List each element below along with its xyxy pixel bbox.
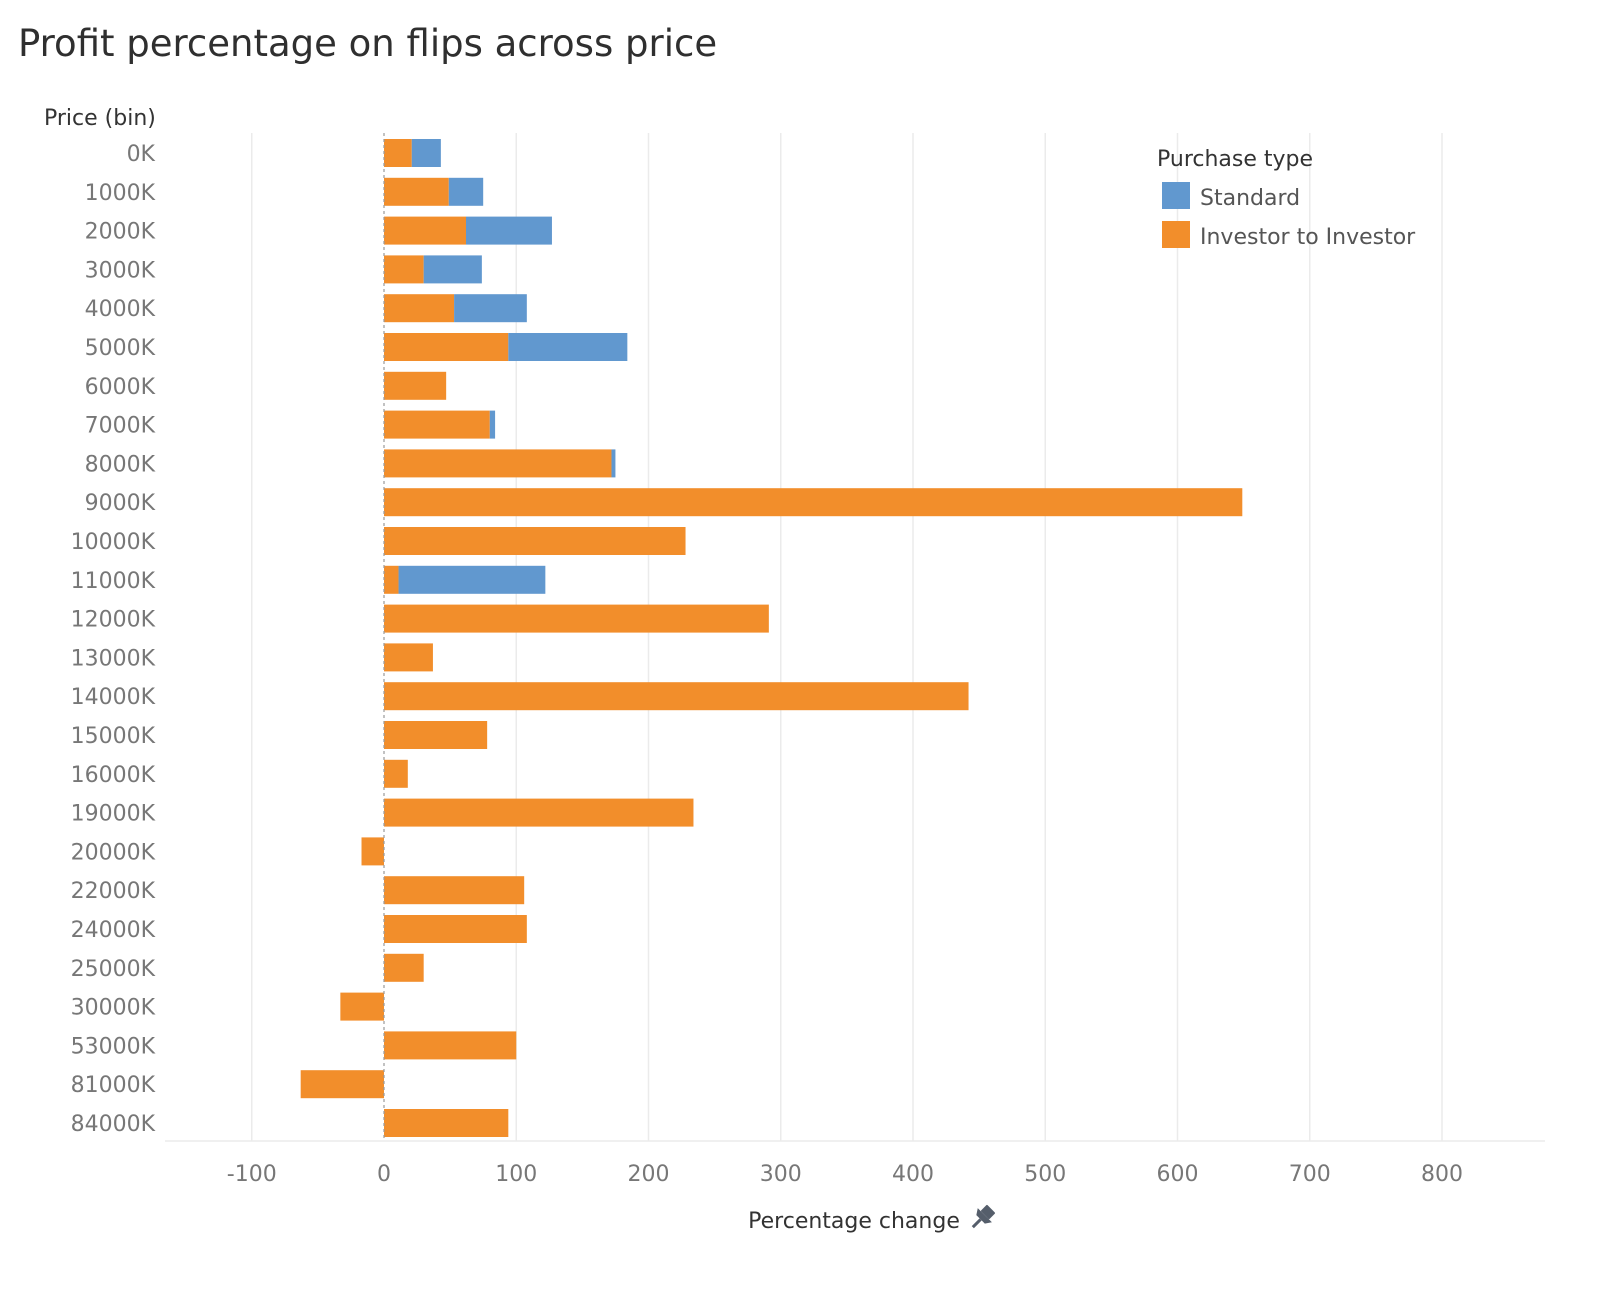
category-label: 9000K <box>85 491 156 516</box>
bar-investor-30000K[interactable] <box>340 992 384 1021</box>
x-axis-title: Percentage change <box>748 1209 960 1234</box>
category-label: 12000K <box>71 608 156 633</box>
bar-investor-10000K[interactable] <box>384 527 686 555</box>
category-label: 25000K <box>71 957 156 982</box>
x-tick-label: 800 <box>1421 1162 1463 1187</box>
legend-swatch-standard[interactable] <box>1162 182 1190 209</box>
x-tick-label: 700 <box>1289 1162 1331 1187</box>
x-tick-label: 600 <box>1157 1162 1199 1187</box>
category-label: 15000K <box>71 724 156 749</box>
legend-swatch-investor[interactable] <box>1162 221 1190 248</box>
legend-label-investor[interactable]: Investor to Investor <box>1200 225 1416 250</box>
category-label: 7000K <box>85 414 156 439</box>
bar-investor-24000K[interactable] <box>384 915 527 943</box>
category-label: 2000K <box>85 220 156 245</box>
category-label: 3000K <box>85 258 156 283</box>
bar-standard-3000K[interactable] <box>423 255 482 284</box>
bar-investor-7000K[interactable] <box>384 410 490 439</box>
bar-standard-7000K[interactable] <box>489 410 496 439</box>
bar-investor-81000K[interactable] <box>300 1070 384 1099</box>
category-label: 4000K <box>85 297 156 322</box>
bar-investor-25000K[interactable] <box>384 953 424 982</box>
bar-standard-8000K[interactable] <box>611 449 616 478</box>
category-label: 81000K <box>71 1073 156 1098</box>
category-label: 53000K <box>71 1034 156 1059</box>
legend-title: Purchase type <box>1157 147 1313 172</box>
legend-label-standard[interactable]: Standard <box>1200 186 1300 211</box>
bar-investor-53000K[interactable] <box>384 1031 517 1060</box>
category-label: 6000K <box>85 375 156 400</box>
category-label: 16000K <box>71 763 156 788</box>
chart-title: Profit percentage on flips across price <box>18 22 718 65</box>
bar-standard-4000K[interactable] <box>454 294 527 323</box>
bar-standard-5000K[interactable] <box>508 333 628 361</box>
x-tick-label: 400 <box>892 1162 934 1187</box>
category-label: 0K <box>127 142 156 167</box>
x-tick-label: 100 <box>495 1162 537 1187</box>
bar-investor-19000K[interactable] <box>384 798 694 827</box>
y-axis-title: Price (bin) <box>44 106 156 131</box>
category-label: 13000K <box>71 646 156 671</box>
legend: Purchase type Standard Investor to Inves… <box>1157 147 1416 250</box>
bar-investor-13000K[interactable] <box>384 643 433 672</box>
category-label: 22000K <box>71 879 156 904</box>
bar-investor-84000K[interactable] <box>384 1109 509 1137</box>
bar-investor-0K[interactable] <box>384 139 412 167</box>
bar-investor-14000K[interactable] <box>384 682 969 711</box>
category-labels: 0K 1000K 2000K 3000K 4000K 5000K 6000K 7000K 800… <box>71 142 156 1137</box>
x-tick-label: 500 <box>1024 1162 1066 1187</box>
bar-investor-2000K[interactable] <box>384 216 466 245</box>
category-label: 8000K <box>85 452 156 477</box>
category-label: 84000K <box>71 1112 156 1137</box>
category-label: 24000K <box>71 918 156 943</box>
bar-investor-12000K[interactable] <box>384 604 769 633</box>
x-tick-label: 0 <box>377 1162 391 1187</box>
x-tick-label: 300 <box>760 1162 802 1187</box>
category-label: 5000K <box>85 336 156 361</box>
bar-standard-2000K[interactable] <box>465 216 552 245</box>
x-tick-label: 200 <box>628 1162 670 1187</box>
bar-investor-22000K[interactable] <box>384 876 525 905</box>
bar-investor-1000K[interactable] <box>384 177 449 206</box>
x-tick-labels: -100 0 100 200 300 400 500 600 700 800 <box>227 1162 1463 1187</box>
grid-lines <box>165 133 1545 1142</box>
bar-standard-1000K[interactable] <box>448 177 484 206</box>
bar-standard-11000K[interactable] <box>398 565 546 594</box>
bar-investor-3000K[interactable] <box>384 255 424 284</box>
bars <box>300 139 1243 1137</box>
x-tick-label: -100 <box>227 1162 277 1187</box>
bar-investor-15000K[interactable] <box>384 721 488 749</box>
bar-standard-0K[interactable] <box>411 139 441 167</box>
category-label: 20000K <box>71 840 156 865</box>
bar-investor-4000K[interactable] <box>384 294 455 323</box>
category-label: 14000K <box>71 685 156 710</box>
category-label: 30000K <box>71 996 156 1021</box>
bar-investor-11000K[interactable] <box>384 565 399 594</box>
category-label: 1000K <box>85 181 156 206</box>
bar-investor-6000K[interactable] <box>384 371 447 400</box>
bar-investor-9000K[interactable] <box>384 488 1243 517</box>
category-label: 19000K <box>71 802 156 827</box>
bar-investor-5000K[interactable] <box>384 333 509 361</box>
category-label: 10000K <box>71 530 156 555</box>
category-label: 11000K <box>71 569 156 594</box>
bar-investor-16000K[interactable] <box>384 759 408 788</box>
bar-investor-20000K[interactable] <box>361 837 384 866</box>
x-axis-title-group: Percentage change <box>748 1202 999 1235</box>
bar-investor-8000K[interactable] <box>384 449 612 478</box>
pin-icon[interactable] <box>966 1202 999 1235</box>
